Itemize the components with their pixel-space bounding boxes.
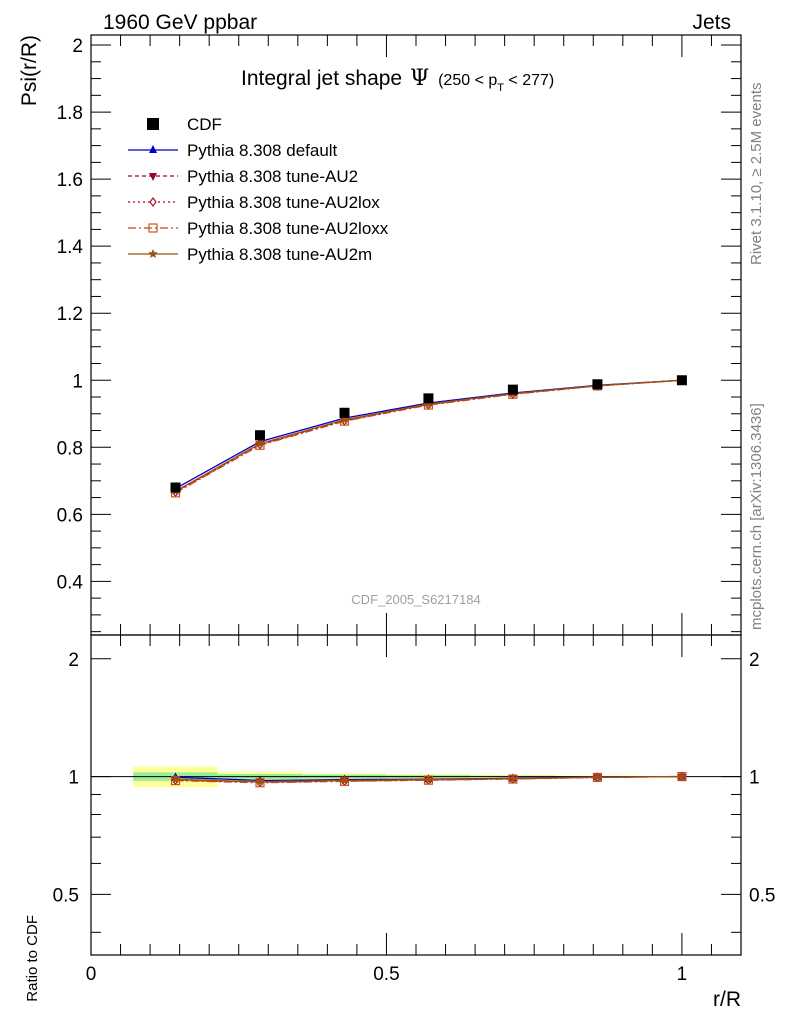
series-marker xyxy=(170,774,181,784)
chart-title-range: (250 < p xyxy=(438,72,497,89)
series-marker xyxy=(339,414,350,424)
legend-label: Pythia 8.308 tune-AU2loxx xyxy=(187,219,389,238)
chart-title-text: Integral jet shape xyxy=(241,67,402,90)
rivet-version-label: Rivet 3.1.10, ≥ 2.5M events xyxy=(748,83,765,266)
legend-label: Pythia 8.308 tune-AU2 xyxy=(187,167,358,186)
x-tick-label: 0.5 xyxy=(373,964,399,985)
legend-label: Pythia 8.308 tune-AU2m xyxy=(187,245,372,264)
data-marker xyxy=(255,430,265,441)
y-tick-label: 1.4 xyxy=(57,237,84,258)
series-marker xyxy=(149,145,157,153)
series-marker xyxy=(149,173,157,181)
y-axis-label: Psi(r/R) xyxy=(18,35,41,106)
series-marker xyxy=(148,249,158,259)
x-tick-label: 1 xyxy=(677,964,688,985)
data-marker xyxy=(423,393,434,404)
legend-label: Pythia 8.308 default xyxy=(187,141,338,160)
chart-title-symbol: Ψ xyxy=(410,66,429,91)
series-marker xyxy=(255,438,265,448)
data-marker xyxy=(339,407,350,418)
header-process-label: Jets xyxy=(692,11,731,34)
cdf-data-points xyxy=(170,375,687,493)
series-marker xyxy=(148,223,158,233)
y-tick-label: 0.6 xyxy=(57,505,83,526)
mcplots-reference-label: mcplots.cern.ch [arXiv:1306.3436] xyxy=(748,403,765,630)
ratio-panel-series xyxy=(170,771,687,788)
y-tick-label: 1.2 xyxy=(57,304,83,325)
ratio-tick-label-right: 1 xyxy=(749,768,760,789)
ratio-tick-label-left: 1 xyxy=(68,768,79,789)
legend-label: Pythia 8.308 tune-AU2lox xyxy=(187,193,380,212)
data-marker xyxy=(170,482,181,493)
x-tick-label: 0 xyxy=(86,964,97,985)
ratio-tick-label-right: 0.5 xyxy=(749,885,775,906)
chart-title-range-end: < 277) xyxy=(504,72,554,89)
axis-ticks xyxy=(90,35,742,955)
series-marker xyxy=(592,772,603,782)
data-marker xyxy=(676,375,687,386)
legend-label: CDF xyxy=(187,115,222,134)
ratio-y-axis-label: Ratio to CDF xyxy=(24,915,41,1002)
x-axis-label: r/R xyxy=(713,988,741,1011)
y-tick-label: 1.8 xyxy=(57,103,83,124)
ratio-tick-label-left: 2 xyxy=(68,650,79,671)
series-marker xyxy=(423,399,434,409)
series-marker xyxy=(423,774,434,784)
series-marker xyxy=(677,771,687,781)
y-tick-label: 1 xyxy=(72,371,83,392)
data-marker xyxy=(507,384,518,395)
legend: CDF Pythia 8.308 default Pythia 8.308 tune… xyxy=(128,115,389,264)
chart-title-range-sub: T xyxy=(497,82,504,94)
series-marker xyxy=(255,776,265,786)
series-marker xyxy=(508,773,518,783)
y-tick-label: 1.6 xyxy=(57,170,83,191)
data-marker xyxy=(592,379,603,390)
ratio-tick-label-right: 2 xyxy=(749,650,760,671)
y-tick-label: 0.4 xyxy=(57,572,84,593)
analysis-watermark: CDF_2005_S6217184 xyxy=(351,592,480,607)
y-tick-label: 2 xyxy=(72,36,83,57)
series-marker xyxy=(149,197,157,207)
ratio-panel-frame xyxy=(90,634,742,956)
data-marker xyxy=(147,118,159,130)
series-marker xyxy=(339,775,350,785)
axis-tick-labels: 0 0.5 1 0.4 0.6 0.8 1 1.2 1.4 1.6 1.8 2 0.5 0.5 1 1 2 2 xyxy=(53,36,776,985)
y-tick-label: 0.8 xyxy=(57,438,83,459)
header-energy-label: 1960 GeV ppbar xyxy=(103,11,257,34)
ratio-tick-label-left: 0.5 xyxy=(53,885,79,906)
chart-title: Integral jet shape Ψ (250 < pT < 277) xyxy=(241,66,554,94)
